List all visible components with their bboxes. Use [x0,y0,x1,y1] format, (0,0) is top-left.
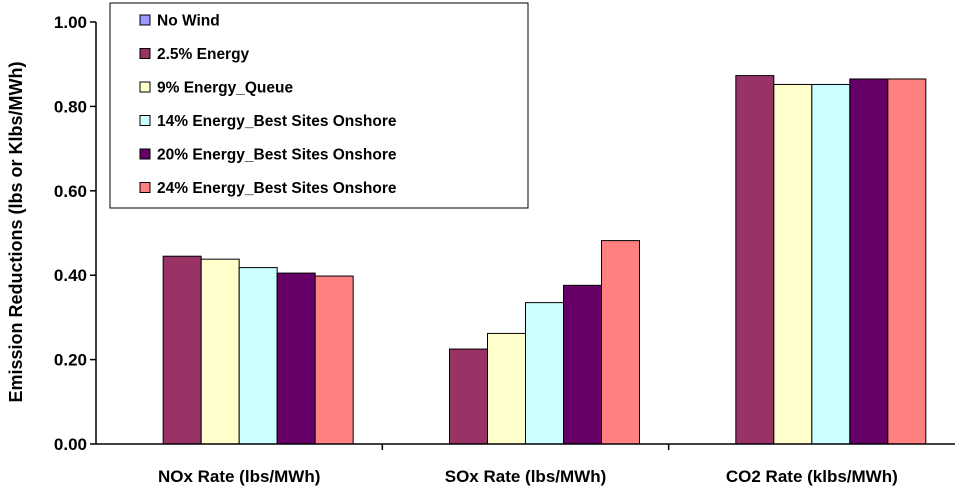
legend-swatch [139,14,151,26]
bar-1-4 [563,284,602,445]
y-axis-ticks: 0.00 0.20 0.40 0.60 0.80 1.00 [54,13,96,454]
y-tick-label: 1.00 [54,13,87,32]
legend-swatch [139,48,151,59]
bar-1-2 [487,332,526,445]
legend-label: 9% Energy_Queue [157,80,293,97]
legend-swatch [139,115,151,126]
bar-2-3 [811,83,851,445]
bar-0-2 [200,258,240,445]
legend: No Wind 2.5% Energy 9% Energy_Queue 14% Ene… [109,2,529,209]
x-category-label: NOx Rate (lbs/MWh) [158,467,320,486]
legend-label: 2.5% Energy [157,46,250,63]
bar-1-1 [449,348,488,445]
bar-2-2 [773,83,813,445]
bar-1-5 [601,240,640,445]
bar-2-5 [887,78,927,445]
bar-2-1 [735,75,775,445]
bars [162,75,927,445]
legend-swatch [139,182,151,193]
y-tick-label: 0.40 [54,266,87,285]
x-axis-category-labels: NOx Rate (lbs/MWh) SOx Rate (lbs/MWh) CO2 … [158,467,898,486]
axes [95,22,955,450]
y-tick-label: 0.80 [54,97,87,116]
legend-label: 24% Energy_Best Sites Onshore [157,180,397,197]
legend-label: 20% Energy_Best Sites Onshore [157,147,397,164]
bar-0-1 [162,255,202,445]
legend-swatch [139,148,151,160]
y-axis-title: Emission Reductions (lbs or Klbs/MWh) [6,61,26,402]
legend-label: No Wind [157,13,220,30]
bar-0-4 [276,272,316,445]
bar-2-4 [849,78,889,445]
y-tick-label: 0.00 [54,435,87,454]
y-tick-label: 0.60 [54,182,87,201]
legend-box [109,2,529,209]
bar-1-3 [525,302,564,445]
x-category-label: SOx Rate (lbs/MWh) [445,467,607,486]
x-category-label: CO2 Rate (klbs/MWh) [726,467,898,486]
legend-swatch [139,81,151,93]
bar-0-3 [238,267,278,445]
y-tick-label: 0.20 [54,351,87,370]
legend-label: 14% Energy_Best Sites Onshore [157,113,397,130]
bar-0-5 [314,275,354,445]
